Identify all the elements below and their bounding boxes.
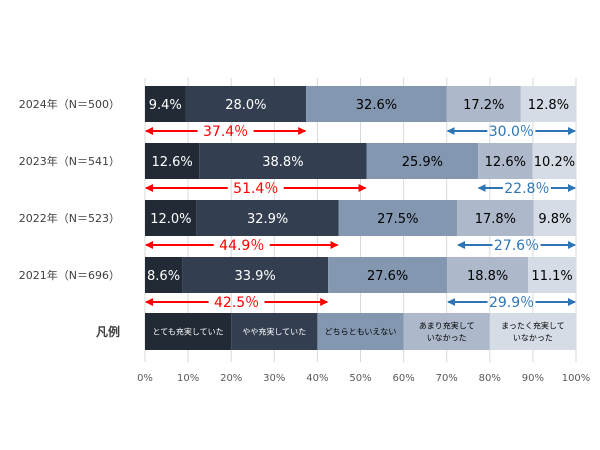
legend-label: あまり充実して <box>419 321 475 331</box>
data-label: 9.8% <box>538 212 571 227</box>
legend-swatch <box>403 313 490 350</box>
bar-segment <box>145 86 186 122</box>
data-label: 38.8% <box>262 155 303 170</box>
legend: 凡例 とても充実していた やや充実していた どちらともいえないあまり充実していなかった… <box>96 313 576 350</box>
data-label: 12.8% <box>528 98 569 113</box>
x-tick-label: 0% <box>137 373 153 384</box>
data-label: 10.2% <box>534 155 575 170</box>
bar-segment <box>145 143 200 179</box>
data-label: 18.8% <box>467 269 508 284</box>
bar-segment <box>447 257 529 293</box>
positive-total-label: 37.4％ <box>203 124 248 140</box>
bar-segment <box>533 200 576 236</box>
data-label: 8.6% <box>147 269 180 284</box>
x-tick-label: 30% <box>263 373 285 384</box>
data-label: 17.2% <box>463 98 504 113</box>
bar-segment <box>306 86 447 122</box>
category-label: 2021年（N＝696） <box>19 268 120 282</box>
legend-swatch <box>231 313 318 350</box>
positive-total-label: 51.4％ <box>233 181 278 197</box>
legend-swatch <box>317 313 404 350</box>
bar-segment <box>328 257 448 293</box>
bar-segment <box>532 143 577 179</box>
x-tick-label: 60% <box>392 373 414 384</box>
x-tick-label: 80% <box>479 373 501 384</box>
x-axis: 0% 10% 20% 30% 40% 50% 60% 70% 80% 90% 100% <box>137 373 590 384</box>
legend-label: まったく充実して <box>501 321 564 331</box>
bar-segment <box>185 86 307 122</box>
bar-segment <box>145 257 183 293</box>
negative-total-label: 27.6％ <box>494 238 539 254</box>
bar-segment <box>145 200 197 236</box>
legend-label: やや充実していた <box>242 327 306 337</box>
data-label: 33.9% <box>234 269 275 284</box>
data-label: 11.1% <box>531 269 572 284</box>
bar-segment <box>520 86 576 122</box>
bar-segment <box>528 257 576 293</box>
x-tick-label: 10% <box>177 373 199 384</box>
bar-segment <box>199 143 367 179</box>
negative-total-label: 29.9％ <box>489 295 534 311</box>
data-label: 9.4% <box>149 98 182 113</box>
negative-total-label: 30.0％ <box>489 124 534 140</box>
bar-segment <box>478 143 533 179</box>
x-tick-label: 90% <box>522 373 544 384</box>
data-label: 12.6% <box>485 155 526 170</box>
category-label: 2024年（N＝500） <box>19 97 120 111</box>
data-label: 17.8% <box>475 212 516 227</box>
legend-label: いなかった <box>513 334 553 343</box>
bar-segment <box>338 200 458 236</box>
legend-title: 凡例 <box>96 324 120 339</box>
x-tick-label: 40% <box>306 373 328 384</box>
x-tick-label: 50% <box>349 373 371 384</box>
bar-segment <box>446 86 521 122</box>
x-tick-label: 20% <box>220 373 242 384</box>
category-label: 2023年（N＝541） <box>19 154 120 168</box>
bar-segment <box>366 143 479 179</box>
bar-segment <box>196 200 339 236</box>
data-label: 32.6% <box>356 98 397 113</box>
legend-label: とても充実していた <box>153 327 224 337</box>
data-label: 27.6% <box>367 269 408 284</box>
data-label: 27.5% <box>377 212 418 227</box>
bar-segment <box>457 200 534 236</box>
chart-rows: 2024年（N＝500） 9.4% 28.0% 32.6% 17.2% 12.8% 37.4… <box>19 86 577 311</box>
legend-label: いなかった <box>427 334 467 343</box>
data-label: 28.0% <box>225 98 266 113</box>
data-label: 32.9% <box>247 212 288 227</box>
x-tick-label: 70% <box>436 373 458 384</box>
legend-label: どちらともいえない <box>325 328 397 337</box>
positive-total-label: 44.9％ <box>219 238 264 254</box>
x-tick-label: 100% <box>562 373 591 384</box>
bar-segment <box>182 257 329 293</box>
negative-total-label: 22.8％ <box>504 181 549 197</box>
positive-total-label: 42.5％ <box>214 295 259 311</box>
data-label: 25.9% <box>402 155 443 170</box>
legend-swatch <box>489 313 576 350</box>
legend-swatch <box>145 313 232 350</box>
category-label: 2022年（N＝523） <box>19 211 120 225</box>
data-label: 12.6% <box>151 155 192 170</box>
data-label: 12.0% <box>150 212 191 227</box>
